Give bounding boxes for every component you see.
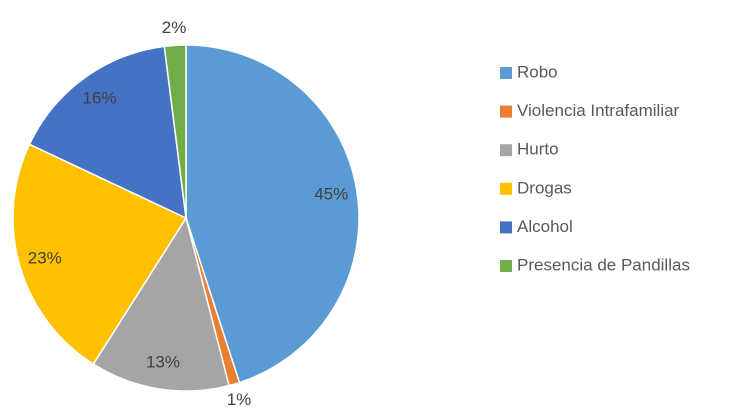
pie-slice: [12, 143, 188, 366]
legend-label: Drogas: [517, 178, 572, 197]
legend-swatch: [500, 221, 512, 234]
legend-label: Alcohol: [517, 217, 573, 236]
pie-slice: [185, 44, 360, 384]
data-label: 23%: [28, 249, 62, 268]
legend-swatch: [500, 144, 512, 157]
data-label: 13%: [146, 353, 180, 372]
legend-swatch: [500, 260, 512, 272]
legend-label: Violencia Intrafamiliar: [517, 101, 680, 120]
pie-slice: [92, 216, 230, 392]
pie-slice: [28, 45, 187, 220]
data-label: 45%: [314, 184, 348, 203]
data-label: 1%: [227, 390, 252, 409]
legend-label: Hurto: [517, 140, 559, 159]
legend-label: Presencia de Pandillas: [517, 255, 690, 274]
legend-swatch: [500, 105, 512, 118]
data-label: 16%: [83, 89, 117, 108]
legend-swatch: [500, 67, 512, 79]
legend-label: Robo: [517, 62, 558, 81]
legend-swatch: [500, 182, 512, 195]
pie-slice: [163, 44, 187, 219]
data-label: 2%: [162, 18, 187, 37]
